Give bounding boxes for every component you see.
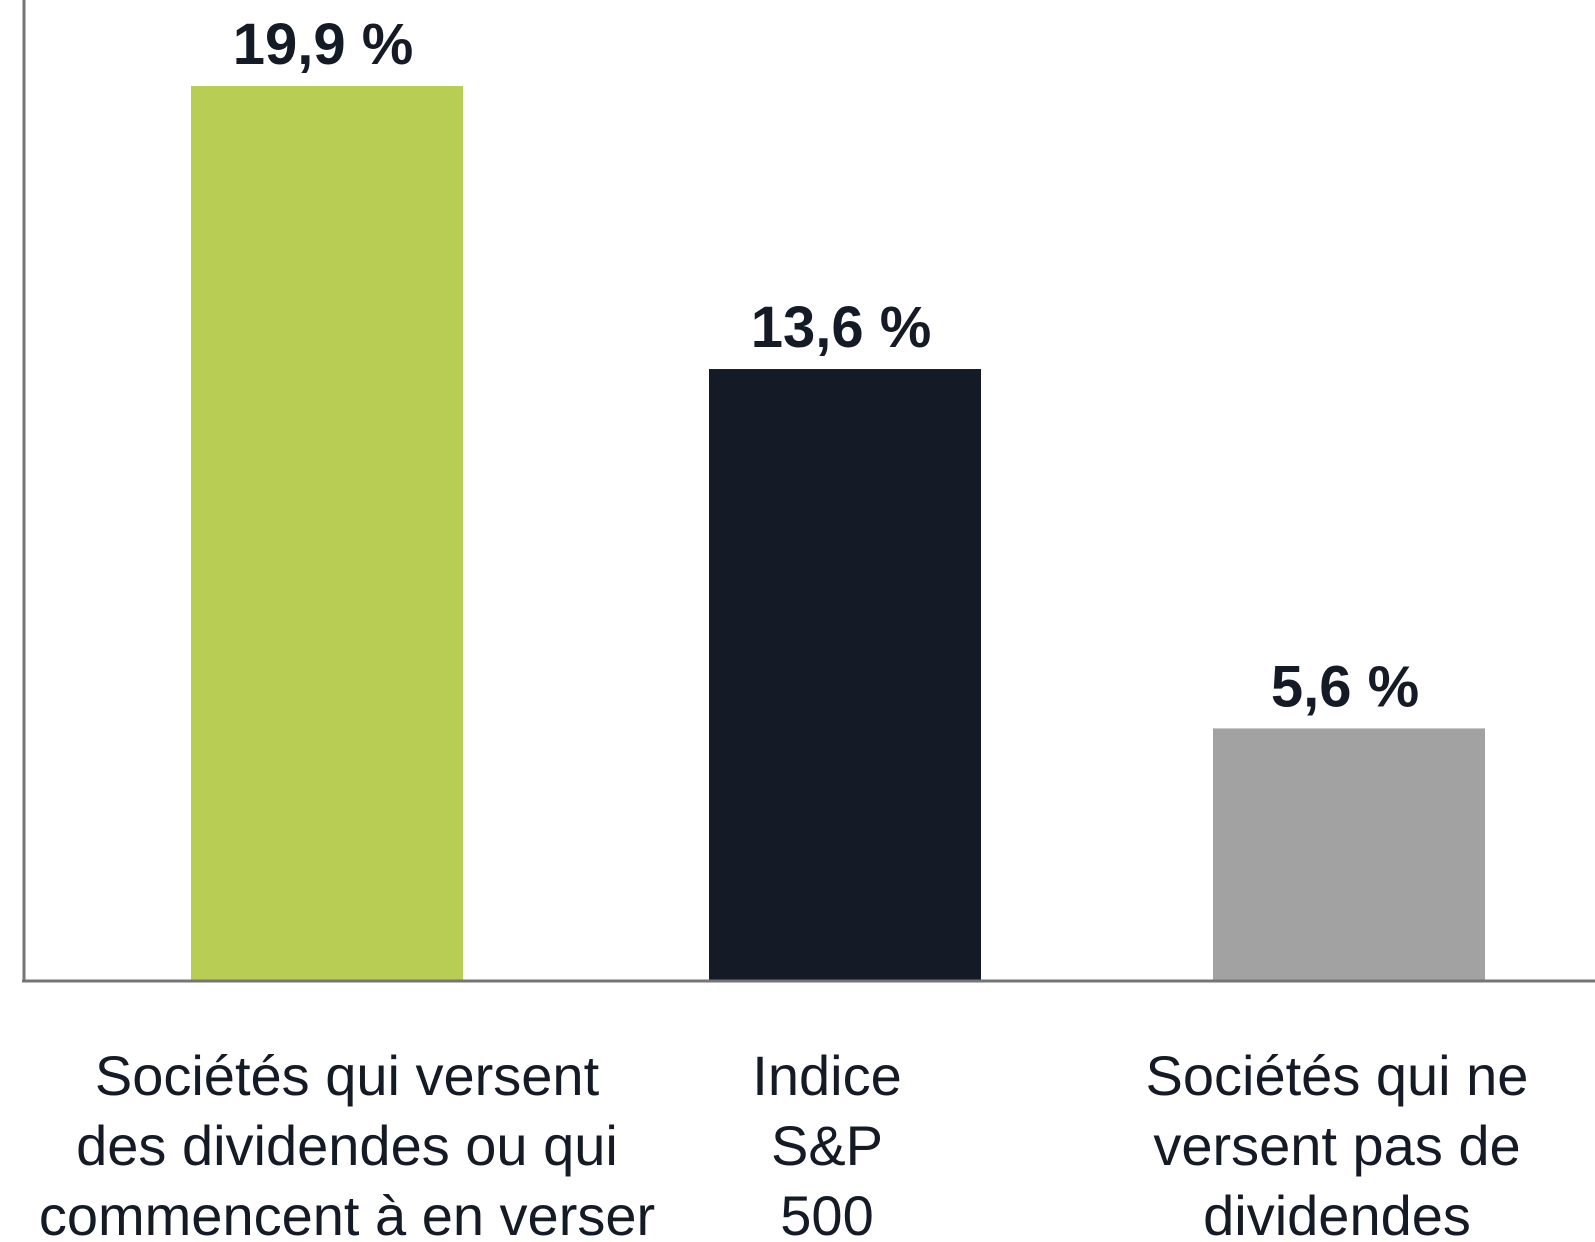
- bar-2: [709, 369, 981, 980]
- category-label-2-line-2: S&P: [771, 1114, 883, 1177]
- bar-1: [191, 86, 463, 980]
- bars-layer: [191, 86, 1485, 980]
- value-labels-layer: 19,9 % 13,6 % 5,6 %: [233, 12, 1419, 719]
- category-label-2-line-1: Indice: [752, 1044, 901, 1107]
- data-label-1: 19,9 %: [233, 12, 414, 77]
- category-label-1: Sociétés qui versent des dividendes ou qu…: [39, 1044, 655, 1242]
- data-label-2: 13,6 %: [751, 295, 932, 360]
- category-label-3: Sociétés qui ne versent pas de dividendes: [1146, 1044, 1529, 1242]
- category-label-3-line-1: Sociétés qui ne: [1146, 1044, 1529, 1107]
- category-label-1-line-2: des dividendes ou qui: [76, 1114, 618, 1177]
- category-labels-layer: Sociétés qui versent des dividendes ou qu…: [39, 1044, 1529, 1242]
- category-label-3-line-2: versent pas de: [1153, 1114, 1520, 1177]
- bar-3: [1213, 728, 1485, 980]
- category-label-1-line-1: Sociétés qui versent: [95, 1044, 600, 1107]
- category-label-2: Indice S&P 500: [752, 1044, 901, 1242]
- category-label-3-line-3: dividendes: [1203, 1184, 1471, 1242]
- category-label-1-line-3: commencent à en verser: [39, 1184, 655, 1242]
- data-label-3: 5,6 %: [1271, 654, 1419, 719]
- category-label-2-line-3: 500: [780, 1184, 873, 1242]
